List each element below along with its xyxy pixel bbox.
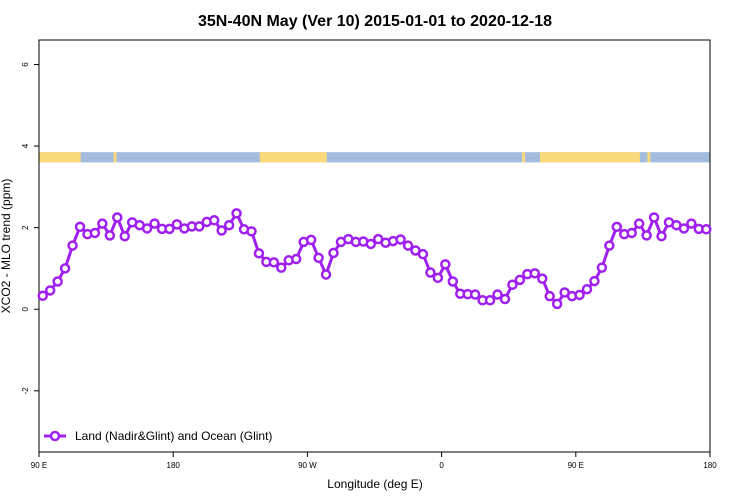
data-point: [507, 279, 518, 291]
data-point: [119, 230, 130, 242]
data-point: [97, 218, 108, 229]
y-tick-label: -2: [21, 387, 30, 395]
data-point: [641, 230, 652, 241]
x-tick-label: 90 E: [31, 461, 47, 470]
y-axis: -2 0 2 4 6: [21, 62, 39, 395]
data-point: [253, 248, 265, 259]
data-point: [402, 240, 414, 251]
data-point: [216, 225, 227, 236]
data-point: [499, 293, 511, 305]
data-point: [305, 234, 317, 246]
y-axis-label: XCO2 - MLO trend (ppm): [0, 179, 13, 314]
data-point: [89, 227, 101, 239]
data-point: [701, 224, 712, 235]
data-point: [596, 262, 608, 273]
data-point: [648, 212, 660, 223]
data-point: [74, 221, 86, 233]
y-tick-label: 0: [21, 306, 30, 311]
data-point: [440, 259, 451, 270]
land-segment: [259, 152, 327, 163]
data-point: [395, 234, 406, 245]
data-point: [290, 253, 302, 265]
legend: Land (Nadir&Glint) and Ocean (Glint): [44, 429, 272, 443]
land-segment: [540, 152, 640, 163]
y-tick-label: 6: [21, 62, 30, 67]
data-point: [104, 230, 116, 241]
data-point: [604, 240, 615, 251]
data-point: [223, 219, 235, 231]
land-segment: [113, 152, 117, 163]
land-segment: [39, 152, 81, 163]
data-point: [678, 223, 690, 234]
series-layer: [37, 208, 712, 310]
legend-label: Land (Nadir&Glint) and Ocean (Glint): [75, 429, 272, 443]
data-point: [37, 290, 48, 302]
legend-marker: [49, 430, 61, 442]
data-point: [514, 274, 526, 286]
data-point: [537, 273, 548, 284]
data-point: [164, 223, 175, 235]
data-point: [492, 289, 503, 300]
data-point: [656, 230, 667, 242]
data-point: [276, 262, 287, 273]
land-segment: [522, 152, 526, 163]
data-point: [313, 252, 324, 264]
data-point: [194, 221, 205, 232]
data-point: [59, 263, 71, 274]
data-point: [231, 208, 242, 219]
y-tick-label: 4: [21, 143, 30, 148]
data-point: [581, 283, 593, 295]
data-point: [44, 285, 56, 296]
data-point: [633, 218, 645, 229]
data-point: [432, 272, 444, 284]
x-tick-label: 180: [703, 461, 717, 470]
data-point: [149, 218, 160, 229]
data-point: [171, 219, 183, 230]
y-tick-label: 2: [21, 225, 30, 230]
data-point: [611, 221, 623, 233]
data-point: [686, 218, 697, 229]
data-point: [425, 267, 436, 278]
data-point: [551, 298, 563, 310]
data-point: [365, 238, 377, 250]
x-tick-label: 90 W: [298, 461, 317, 470]
data-point: [626, 227, 637, 239]
data-point: [417, 248, 429, 260]
plot-frame: [38, 39, 711, 453]
ocean-band: [39, 152, 710, 163]
data-point: [544, 290, 555, 302]
land-segment: [647, 152, 651, 163]
x-tick-label: 90 E: [568, 461, 584, 470]
x-tick-label: 0: [439, 461, 444, 470]
x-axis-label: Longitude (deg E): [327, 477, 422, 491]
x-tick-label: 180: [167, 461, 181, 470]
data-point: [320, 269, 332, 280]
data-point: [67, 240, 78, 251]
landmask-bar: [39, 152, 710, 163]
data-point: [589, 275, 600, 287]
data-point: [112, 212, 123, 223]
data-point: [246, 226, 257, 237]
data-point: [447, 276, 459, 287]
data-point: [469, 289, 481, 300]
data-point: [574, 289, 585, 301]
data-point: [328, 247, 339, 259]
data-point: [529, 268, 541, 279]
data-point: [141, 223, 153, 234]
data-point: [268, 257, 280, 268]
chart-title: 35N-40N May (Ver 10) 2015-01-01 to 2020-…: [198, 13, 552, 30]
data-point: [52, 276, 63, 287]
data-point: [208, 215, 220, 226]
x-axis: 90 E 180 90 W 0 90 E 180: [31, 452, 717, 470]
data-point: [484, 295, 496, 306]
